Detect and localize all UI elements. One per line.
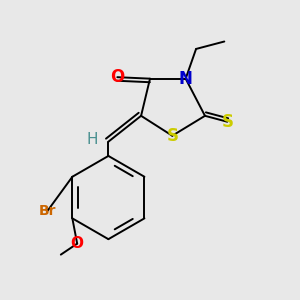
Text: O: O	[71, 236, 84, 251]
Text: H: H	[86, 132, 98, 147]
Text: S: S	[221, 113, 233, 131]
Text: Br: Br	[39, 204, 56, 218]
Text: O: O	[110, 68, 124, 86]
Text: S: S	[166, 127, 178, 145]
Text: N: N	[179, 70, 193, 88]
